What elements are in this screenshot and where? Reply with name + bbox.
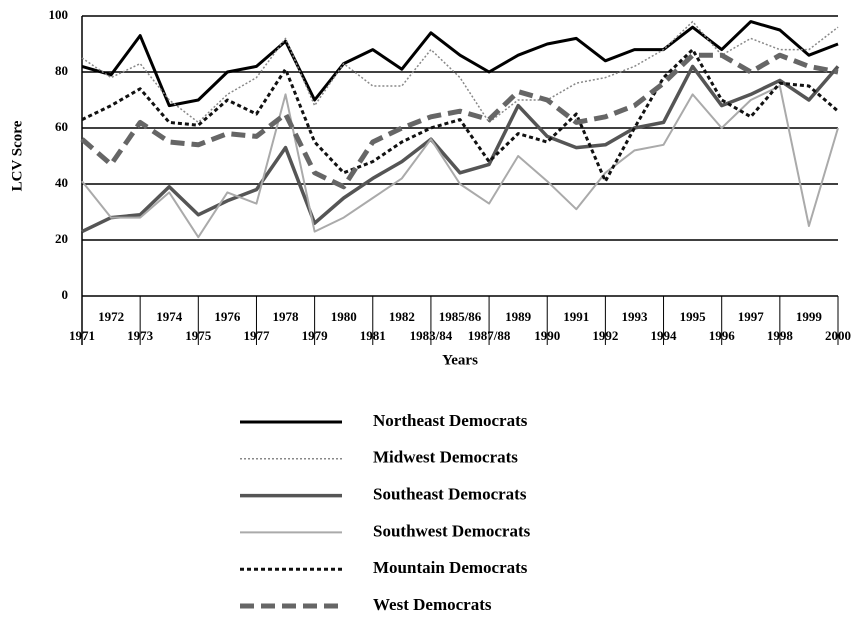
legend-label: Mountain Democrats xyxy=(373,558,528,577)
x-tick-label: 1996 xyxy=(709,328,736,343)
x-tick-label: 1989 xyxy=(505,309,532,324)
x-tick-label: 1975 xyxy=(185,328,212,343)
y-tick-label: 100 xyxy=(49,7,69,22)
y-tick-label: 80 xyxy=(55,63,68,78)
x-tick-label: 1983/84 xyxy=(410,328,453,343)
x-tick-label: 2000 xyxy=(825,328,851,343)
series-line xyxy=(81,20,839,108)
x-tick-label: 1990 xyxy=(534,328,560,343)
y-tick-label: 0 xyxy=(62,287,69,302)
x-tick-label: 1974 xyxy=(156,309,183,324)
x-tick-label: 1995 xyxy=(680,309,707,324)
x-tick-label: 1998 xyxy=(767,328,794,343)
legend-label: Midwest Democrats xyxy=(373,448,518,467)
x-tick-label: 1972 xyxy=(98,309,124,324)
x-tick-label: 1980 xyxy=(331,309,357,324)
x-tick-label: 1999 xyxy=(796,309,823,324)
legend-label: Southwest Democrats xyxy=(373,521,531,540)
x-tick-label: 1992 xyxy=(592,328,618,343)
series-line xyxy=(81,20,839,124)
x-tick-label: 1982 xyxy=(389,309,415,324)
x-tick-label: 1979 xyxy=(302,328,329,343)
y-tick-label: 40 xyxy=(55,175,68,190)
x-axis-title: Years xyxy=(442,352,478,368)
x-tick-label: 1976 xyxy=(214,309,241,324)
x-tick-label: 1987/88 xyxy=(468,328,511,343)
x-tick-label: 1971 xyxy=(69,328,95,343)
y-tick-label: 60 xyxy=(55,119,68,134)
legend-label: West Democrats xyxy=(373,595,492,614)
x-tick-label: 1993 xyxy=(621,309,648,324)
series-line xyxy=(81,64,840,234)
x-tick-label: 1997 xyxy=(738,309,765,324)
x-tick-label: 1981 xyxy=(360,328,386,343)
series-line xyxy=(80,52,839,190)
series-line xyxy=(81,48,839,183)
x-tick-label: 1985/86 xyxy=(439,309,482,324)
x-tick-label: 1973 xyxy=(127,328,154,343)
y-tick-label: 20 xyxy=(55,231,68,246)
x-tick-label: 1977 xyxy=(243,328,270,343)
x-tick-label: 1994 xyxy=(651,328,678,343)
x-tick-label: 1991 xyxy=(563,309,589,324)
legend-label: Northeast Democrats xyxy=(373,411,528,430)
legend-label: Southeast Democrats xyxy=(373,485,527,504)
y-axis-title: LCV Score xyxy=(9,120,25,191)
x-tick-label: 1978 xyxy=(273,309,300,324)
series-line xyxy=(81,85,839,239)
